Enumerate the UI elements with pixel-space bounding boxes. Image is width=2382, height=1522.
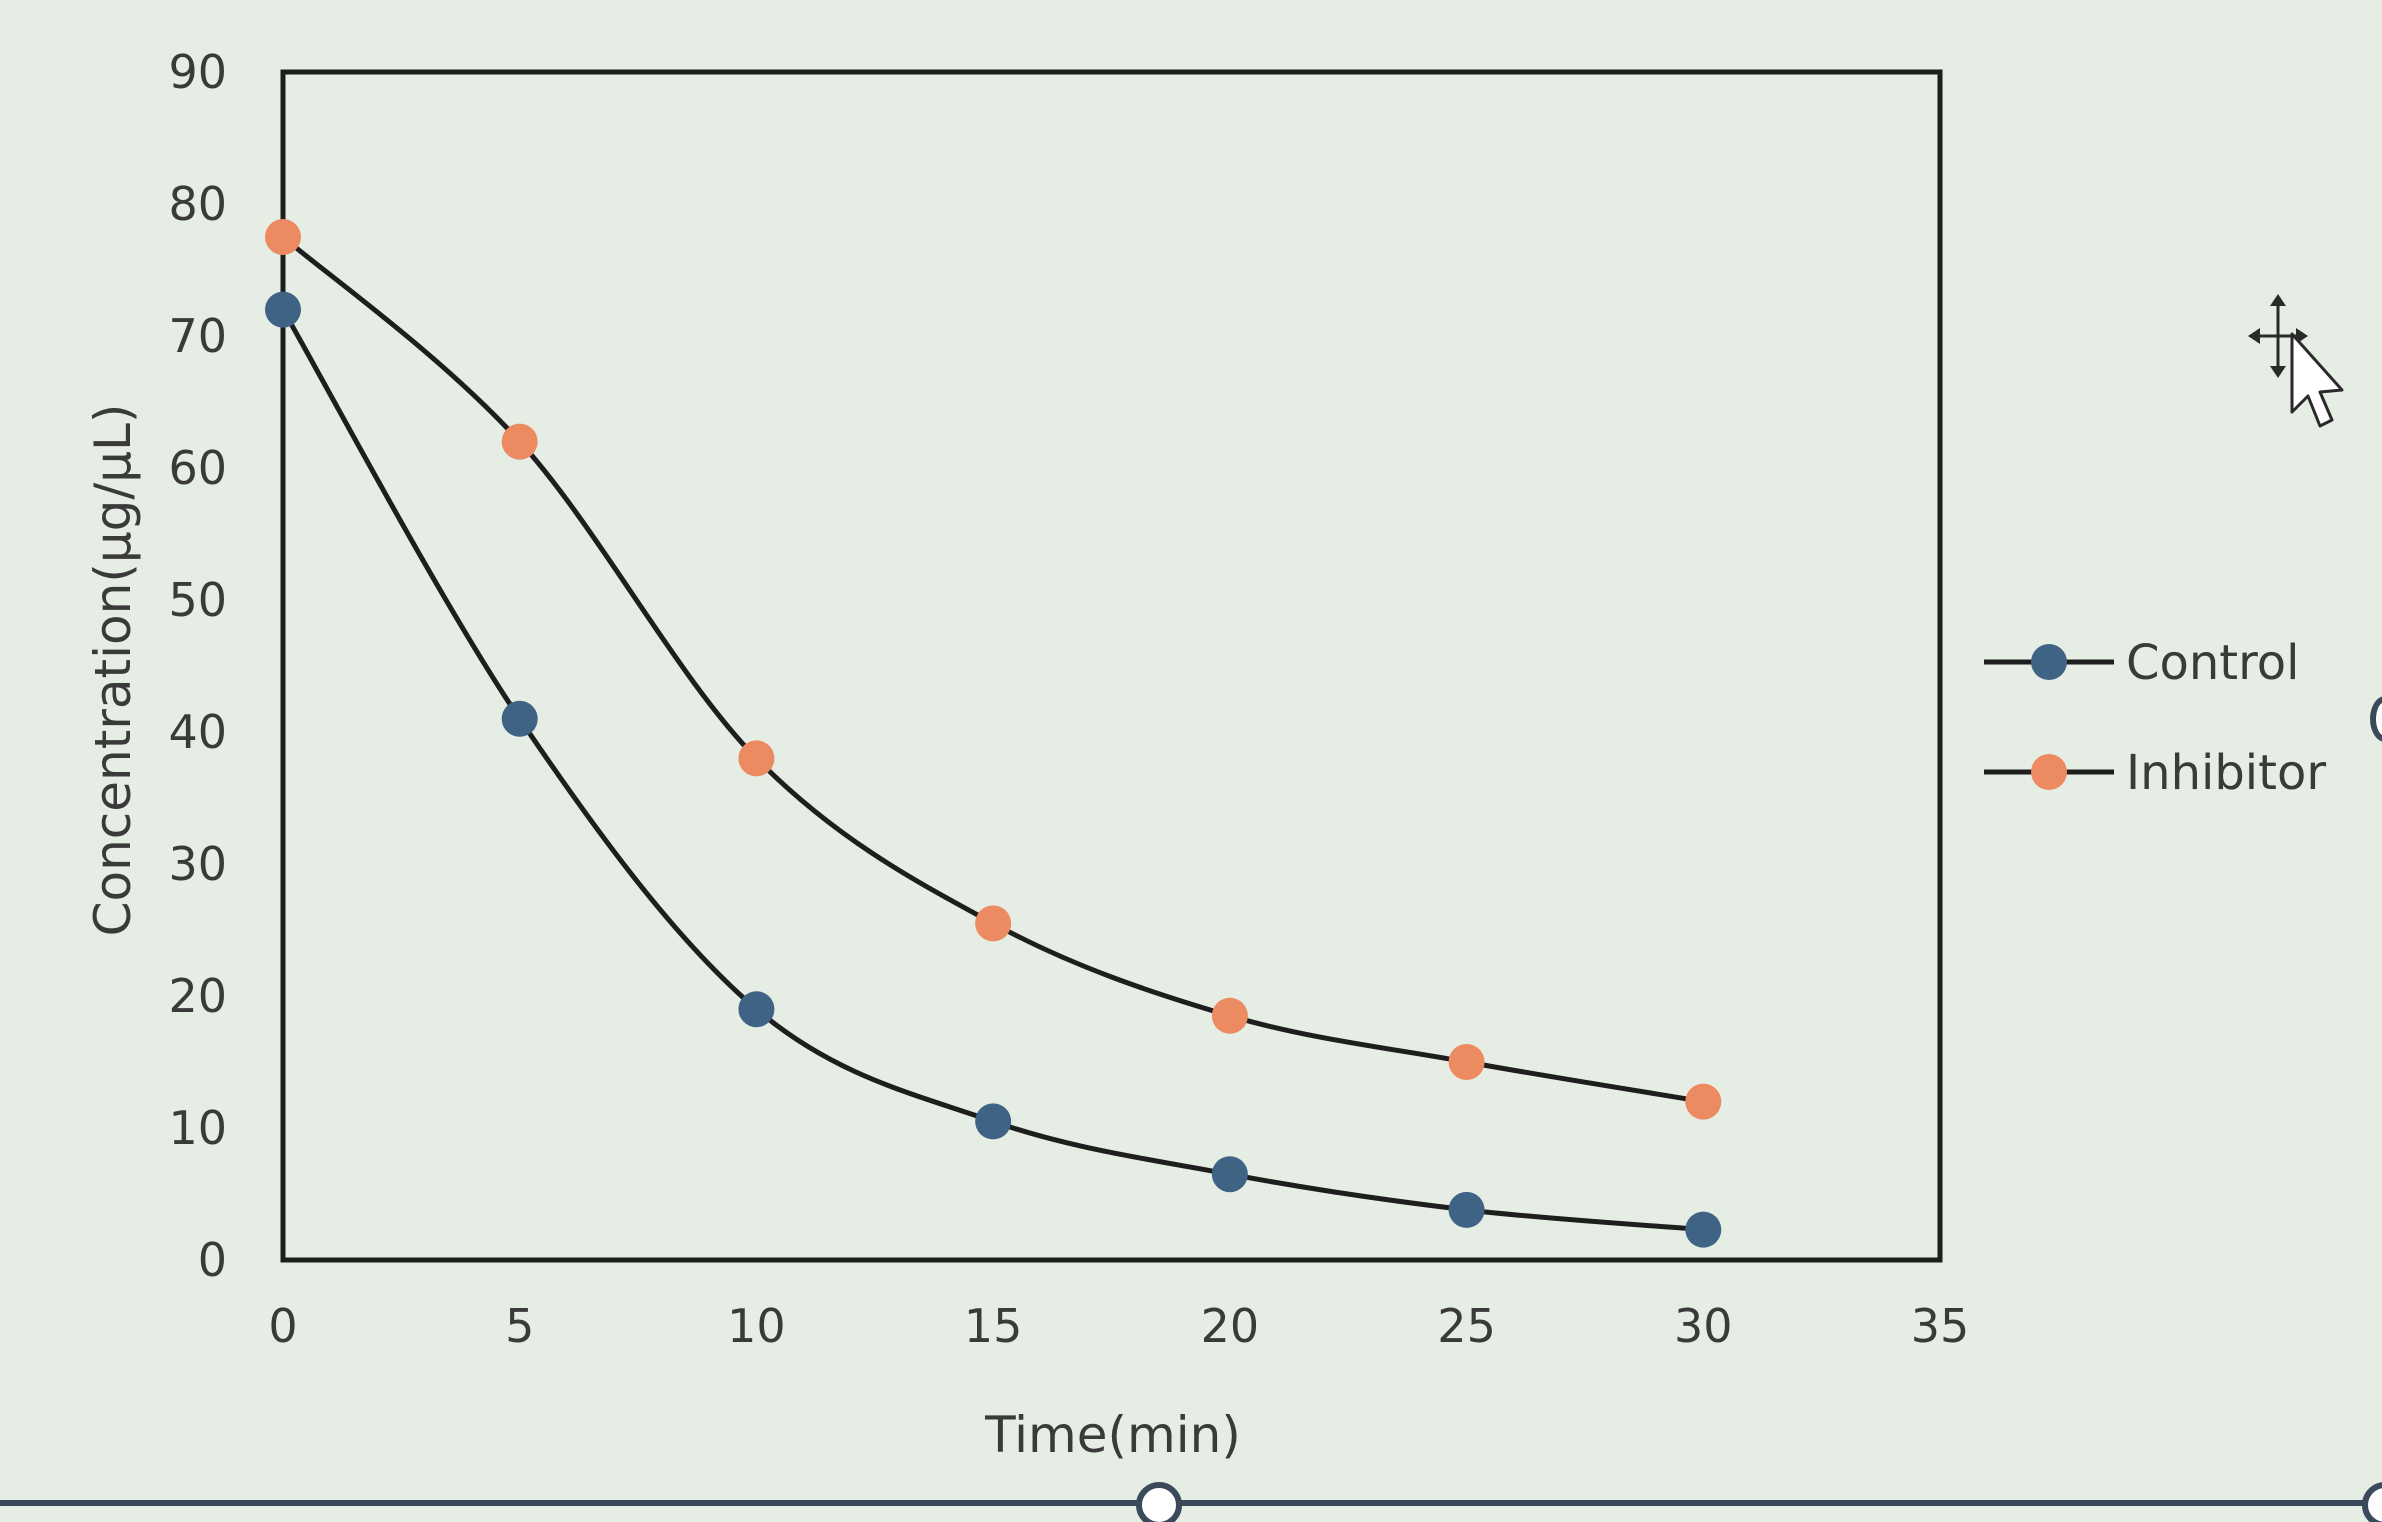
legend-item-control[interactable]: Control: [1984, 635, 2300, 691]
y-axis: 0 10 20 30 40 50 60 70 80 90: [168, 45, 227, 1287]
legend-label-control: Control: [2126, 635, 2300, 691]
plot-area: [280, 69, 1943, 1263]
bottom-divider: [0, 1500, 2382, 1506]
data-point-inhibitor[interactable]: [1448, 1044, 1485, 1080]
y-tick-label: 80: [168, 177, 227, 231]
data-point-control[interactable]: [1685, 1211, 1722, 1248]
series-layer: [265, 219, 1722, 1248]
data-point-control[interactable]: [738, 991, 775, 1028]
x-tick-label: 20: [1201, 1299, 1260, 1353]
resize-handle-bottom[interactable]: [1136, 1482, 1182, 1522]
x-axis-title: Time(min): [984, 1406, 1241, 1464]
y-tick-label: 0: [198, 1233, 227, 1287]
resize-handle-corner[interactable]: [2362, 1482, 2382, 1522]
data-point-control[interactable]: [501, 700, 538, 737]
y-tick-label: 30: [168, 837, 227, 891]
data-point-inhibitor[interactable]: [1685, 1083, 1722, 1120]
y-tick-label: 40: [168, 705, 227, 759]
data-point-inhibitor[interactable]: [738, 740, 775, 777]
y-tick-label: 60: [168, 441, 227, 495]
legend-marker-inhibitor: [2031, 754, 2067, 790]
y-tick-label: 70: [168, 309, 227, 363]
data-point-control[interactable]: [265, 291, 301, 328]
data-point-inhibitor[interactable]: [501, 423, 538, 460]
data-point-control[interactable]: [975, 1103, 1012, 1140]
series-line-inhibitor: [281, 235, 1704, 1105]
data-point-inhibitor[interactable]: [975, 905, 1012, 942]
legend-item-inhibitor[interactable]: Inhibitor: [1984, 745, 2326, 801]
x-tick-label: 10: [727, 1299, 786, 1353]
data-point-inhibitor[interactable]: [1211, 997, 1248, 1034]
y-tick-label: 50: [168, 573, 227, 627]
data-point-control[interactable]: [1211, 1156, 1248, 1193]
legend-label-inhibitor: Inhibitor: [2126, 745, 2326, 801]
x-axis: 0 5 10 15 20 25 30 35: [268, 1299, 1969, 1353]
y-tick-label: 20: [168, 969, 227, 1023]
data-point-inhibitor[interactable]: [265, 219, 301, 255]
move-cursor-icon: [2248, 294, 2344, 428]
series-line-control: [280, 308, 1704, 1233]
data-point-control[interactable]: [1448, 1191, 1485, 1228]
x-tick-label: 30: [1674, 1299, 1733, 1353]
plot-frame: [280, 69, 1943, 1263]
x-tick-label: 15: [964, 1299, 1023, 1353]
x-tick-label: 25: [1437, 1299, 1496, 1353]
y-tick-label: 10: [168, 1101, 227, 1155]
y-tick-label: 90: [168, 45, 227, 99]
x-tick-label: 35: [1911, 1299, 1970, 1353]
x-tick-label: 5: [505, 1299, 534, 1353]
x-tick-label: 0: [268, 1299, 297, 1353]
legend[interactable]: Control Inhibitor: [1984, 635, 2326, 801]
legend-marker-control: [2031, 644, 2067, 680]
y-axis-title: Concentration(µg/µL): [84, 404, 142, 937]
